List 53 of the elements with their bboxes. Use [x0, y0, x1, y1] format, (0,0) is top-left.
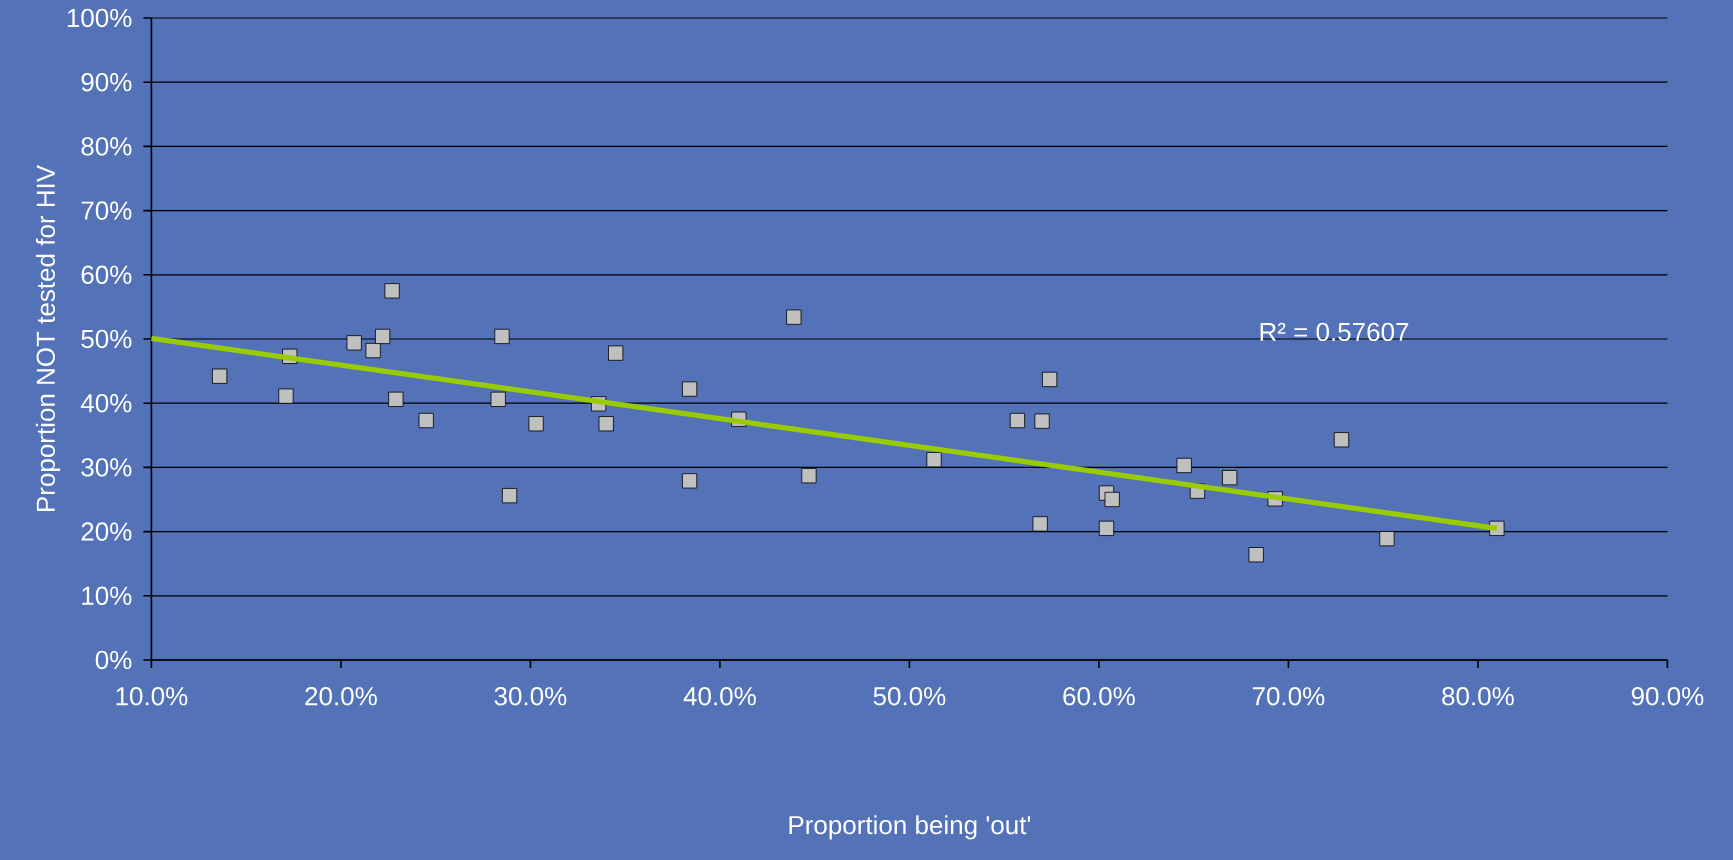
point — [1009, 412, 1026, 429]
x-tick-label: 40.0% — [683, 687, 756, 706]
point — [1104, 491, 1120, 508]
point — [786, 309, 802, 325]
point — [212, 368, 228, 384]
point — [418, 412, 434, 429]
point — [384, 283, 400, 299]
y-tick-label: 10% — [82, 586, 132, 605]
y-tick-label: 40% — [80, 393, 132, 413]
x-tick-label: 60.0% — [1063, 687, 1135, 706]
point — [1379, 531, 1395, 547]
point — [801, 468, 817, 484]
y-tick-label: 80% — [81, 137, 132, 156]
y-tick-label: 20% — [81, 522, 132, 541]
x-axis-title: Proportion being 'out' — [789, 815, 1031, 840]
y-tick-label: 0% — [95, 650, 132, 670]
point — [598, 416, 614, 432]
x-tick-label: 10.0% — [116, 687, 188, 706]
y-tick-label: 50% — [81, 329, 132, 349]
annotation: R² = 0.57607 — [1260, 322, 1409, 342]
y-axis-title: Proportion NOT tested for HIV — [35, 165, 61, 511]
y-tick-label: 100% — [67, 8, 132, 28]
point — [1098, 520, 1115, 536]
x-tick-label: 70.0% — [1252, 687, 1325, 706]
point — [278, 388, 294, 404]
point — [1248, 547, 1264, 563]
x-tick-label: 30.0% — [494, 687, 567, 706]
point — [528, 416, 544, 432]
x-tick-label: 80.0% — [1442, 687, 1514, 706]
x-tick-label: 20.0% — [305, 687, 377, 706]
point — [926, 452, 942, 468]
point — [1222, 470, 1238, 486]
point — [490, 391, 506, 407]
point — [1032, 516, 1048, 532]
point — [375, 328, 391, 345]
y-tick-label: 70% — [81, 201, 132, 220]
y-tick-label: 60% — [81, 265, 132, 284]
point — [681, 473, 698, 489]
x-tick-label: 90.0% — [1631, 687, 1704, 706]
point — [365, 342, 381, 359]
y-tick-label: 30% — [81, 458, 132, 477]
point — [1042, 371, 1058, 388]
y-tick-label: 90% — [81, 72, 132, 92]
point — [608, 345, 624, 361]
x-tick-label: 50.0% — [873, 687, 946, 706]
point — [501, 488, 518, 504]
point — [494, 328, 510, 345]
point — [346, 335, 362, 351]
point — [388, 391, 404, 407]
point — [1034, 413, 1050, 429]
point — [1176, 457, 1192, 474]
point — [1333, 432, 1350, 448]
point — [681, 381, 698, 397]
